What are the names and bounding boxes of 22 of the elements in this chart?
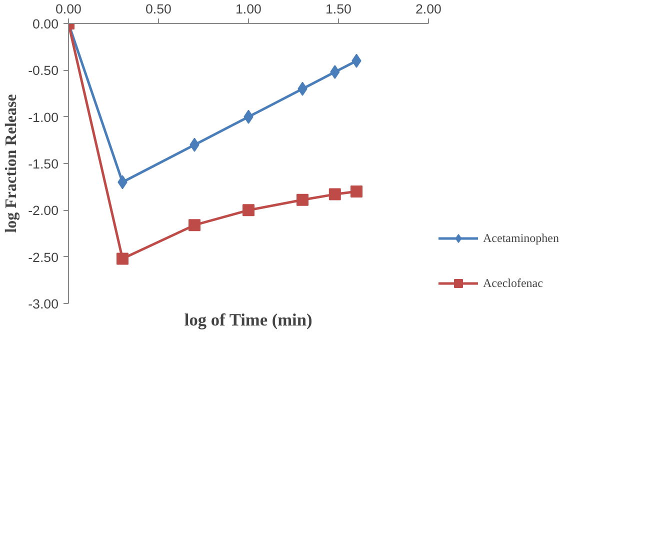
x-tick-label: 1.00 (236, 2, 262, 16)
y-tick-label: 0.00 (32, 16, 59, 32)
legend-label: Acetaminophen (483, 230, 559, 246)
y-tick-label: -3.00 (28, 296, 59, 312)
y-axis-title: log Fraction Release (3, 94, 20, 233)
y-tick-label: -2.50 (28, 250, 59, 265)
point (116, 252, 128, 265)
y-tick-label: -1.00 (28, 110, 59, 125)
y-tick-label: -1.50 (28, 156, 59, 172)
y-tick-label: -2.00 (28, 203, 59, 218)
point (188, 219, 200, 232)
x-axis-title: log of Time (min) (184, 310, 313, 330)
x-tick-label: 1.50 (326, 2, 352, 16)
x-tick-label: 0.00 (56, 2, 82, 16)
point (328, 188, 341, 200)
point (296, 194, 308, 206)
point (350, 186, 362, 198)
y-tick-label: -0.50 (28, 63, 59, 78)
x-tick-label: 2.00 (416, 2, 442, 16)
point (242, 204, 254, 216)
legend-label: Aceclofenac (483, 276, 543, 290)
x-tick-label: 0.50 (146, 2, 172, 16)
